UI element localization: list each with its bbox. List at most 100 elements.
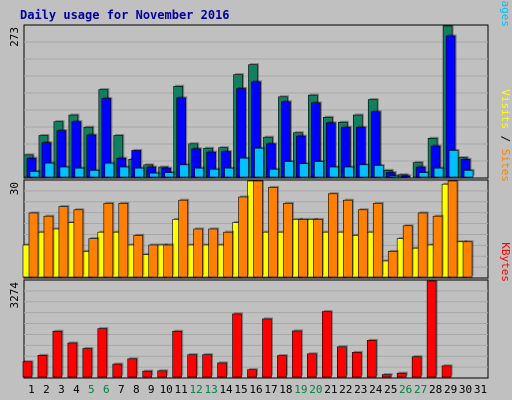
bar-sites (88, 238, 99, 278)
bar-kbytes (351, 352, 362, 378)
bar-sites (208, 228, 218, 278)
bar-sites (372, 203, 383, 278)
day-label: 2 (43, 383, 50, 396)
bar-pages (149, 172, 160, 178)
bar-kbytes (411, 356, 422, 378)
bar-kbytes (22, 361, 33, 378)
bar-kbytes (337, 346, 347, 378)
panel-legend: Visits / Sites (499, 89, 512, 182)
day-label: 16 (249, 383, 262, 396)
day-label: 23 (354, 383, 367, 396)
day-label: 31 (474, 383, 487, 396)
panel-kbytes: 3274 KBytes (8, 242, 512, 379)
bar-pages (388, 175, 399, 178)
day-label: 25 (384, 383, 397, 396)
bar-shadow (383, 373, 393, 376)
bar-kbytes (157, 370, 167, 378)
bar-kbytes (292, 330, 302, 378)
bar-sites (343, 199, 353, 278)
day-label: 11 (175, 383, 188, 396)
day-label: 14 (219, 383, 233, 396)
panel-ymax-label: 30 (8, 182, 21, 195)
bar-sites (268, 187, 278, 278)
panel-legend: KBytes (499, 242, 512, 282)
bar-sites (178, 199, 188, 278)
bar-pages (89, 170, 100, 178)
bar-sites (133, 235, 144, 278)
bar-pages (433, 167, 444, 178)
bar-kbytes (112, 363, 123, 378)
day-label: 19 (294, 383, 307, 396)
day-label: 20 (309, 383, 322, 396)
bar-pages (254, 147, 264, 178)
bar-pages (224, 167, 234, 178)
day-label: 5 (88, 383, 95, 396)
legend-entry: Pages (499, 0, 512, 27)
day-label: 9 (148, 383, 155, 396)
bar-kbytes (366, 340, 377, 378)
bar-pages (373, 165, 384, 178)
bar-kbytes (202, 354, 212, 378)
bar-pages (59, 166, 70, 178)
bar-shadow (402, 174, 412, 176)
bar-sites (298, 219, 308, 278)
bar-sites (118, 203, 129, 278)
bar-sites (193, 228, 203, 278)
day-label: 18 (279, 383, 292, 396)
bar-pages (134, 167, 145, 178)
bar-sites (417, 212, 428, 278)
bar-sites (73, 209, 84, 278)
bar-kbytes (37, 355, 48, 378)
day-labels: 1 2 3 4 5 6 7 8 9 10 11 12 13 14 15 16 17 18 19 20 21 22 23 24 2… (28, 383, 487, 396)
panel-legend: Hits / Files / Pages (499, 0, 512, 27)
bar-kbytes (127, 358, 138, 378)
legend-entry: Visits (499, 89, 512, 129)
bar-shadow (399, 173, 409, 176)
day-label: 27 (414, 383, 427, 396)
day-label: 24 (369, 383, 383, 396)
bar-pages (29, 171, 40, 178)
bar-sites (402, 225, 413, 278)
bar-kbytes (322, 311, 332, 378)
bar-kbytes (67, 342, 78, 378)
day-label: 4 (73, 383, 80, 396)
day-label: 21 (324, 383, 337, 396)
bar-pages (44, 162, 55, 178)
day-label: 28 (429, 383, 442, 396)
bar-pages (179, 164, 189, 178)
bar-files (400, 175, 411, 178)
bar-kbytes (217, 362, 227, 378)
bar-pages (209, 168, 219, 178)
panel-ymax-label: 273 (8, 27, 21, 47)
bar-sites (328, 193, 338, 278)
day-label: 12 (190, 383, 203, 396)
bar-sites (432, 215, 443, 278)
bar-pages (418, 172, 429, 178)
bar-pages (104, 162, 115, 178)
bar-pages (74, 167, 85, 178)
bar-pages (299, 163, 309, 178)
bar-pages (448, 150, 459, 178)
chart-panels: 273 Hits / Files / Pages 30 Visits / Sites 3… (8, 0, 512, 379)
bar-pages (119, 166, 130, 178)
bar-kbytes (172, 330, 182, 378)
bar-sites (148, 244, 159, 278)
day-label: 8 (133, 383, 140, 396)
bar-pages (194, 167, 204, 178)
bar-sites (253, 180, 263, 278)
bar-pages (358, 164, 369, 178)
bar-pages (269, 168, 279, 178)
bar-kbytes (396, 372, 407, 378)
day-label: 15 (234, 383, 247, 396)
bar-pages (284, 161, 294, 178)
bar-sites (313, 219, 323, 278)
bar-sites (28, 212, 39, 278)
bar-pages (314, 161, 324, 178)
panel-ymax-label: 3274 (8, 282, 21, 309)
day-label: 29 (444, 383, 457, 396)
bar-sites (43, 215, 54, 278)
bar-kbytes (262, 318, 272, 378)
day-label: 6 (103, 383, 110, 396)
day-label: 30 (459, 383, 472, 396)
bar-shadow (390, 174, 400, 176)
